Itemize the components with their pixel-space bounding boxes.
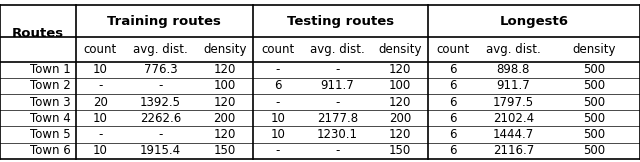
Text: 1797.5: 1797.5 (493, 96, 534, 109)
Text: 6: 6 (449, 63, 457, 76)
Text: 6: 6 (449, 112, 457, 125)
Text: 776.3: 776.3 (144, 63, 177, 76)
Text: -: - (335, 63, 339, 76)
Text: 120: 120 (389, 63, 411, 76)
Text: 6: 6 (449, 79, 457, 92)
Text: 100: 100 (214, 79, 236, 92)
Text: 1392.5: 1392.5 (140, 96, 181, 109)
Text: Routes: Routes (12, 27, 64, 40)
Text: Town 2: Town 2 (29, 79, 70, 92)
Text: 10: 10 (270, 112, 285, 125)
Text: avg. dist.: avg. dist. (310, 43, 365, 56)
Text: -: - (276, 144, 280, 157)
Text: 1915.4: 1915.4 (140, 144, 181, 157)
Text: 120: 120 (214, 128, 236, 141)
Text: 1444.7: 1444.7 (493, 128, 534, 141)
Text: density: density (573, 43, 616, 56)
Text: Town 5: Town 5 (30, 128, 70, 141)
Text: Town 4: Town 4 (29, 112, 70, 125)
Text: Testing routes: Testing routes (287, 15, 394, 28)
Text: 200: 200 (389, 112, 411, 125)
Text: -: - (335, 144, 339, 157)
Text: 500: 500 (584, 63, 605, 76)
Text: -: - (159, 128, 163, 141)
Text: 10: 10 (93, 144, 108, 157)
Text: 150: 150 (389, 144, 411, 157)
Text: 120: 120 (389, 96, 411, 109)
Text: 500: 500 (584, 79, 605, 92)
Text: 200: 200 (214, 112, 236, 125)
Text: Town 1: Town 1 (29, 63, 70, 76)
Text: -: - (335, 96, 339, 109)
Text: -: - (99, 79, 102, 92)
Text: 500: 500 (584, 144, 605, 157)
Text: 911.7: 911.7 (321, 79, 354, 92)
Text: -: - (276, 63, 280, 76)
Text: count: count (84, 43, 117, 56)
Text: Town 3: Town 3 (30, 96, 70, 109)
Text: 100: 100 (389, 79, 411, 92)
Text: 898.8: 898.8 (497, 63, 530, 76)
Text: 6: 6 (449, 96, 457, 109)
Text: -: - (99, 128, 102, 141)
Text: -: - (276, 96, 280, 109)
Text: 6: 6 (449, 128, 457, 141)
Text: 6: 6 (449, 144, 457, 157)
Text: avg. dist.: avg. dist. (133, 43, 188, 56)
Text: Training routes: Training routes (108, 15, 221, 28)
Text: 500: 500 (584, 112, 605, 125)
Text: 500: 500 (584, 96, 605, 109)
Text: -: - (159, 79, 163, 92)
Text: 2102.4: 2102.4 (493, 112, 534, 125)
Text: 120: 120 (214, 63, 236, 76)
Text: 10: 10 (93, 112, 108, 125)
Text: density: density (203, 43, 246, 56)
Text: 10: 10 (93, 63, 108, 76)
Text: 2116.7: 2116.7 (493, 144, 534, 157)
Text: 20: 20 (93, 96, 108, 109)
Text: 10: 10 (270, 128, 285, 141)
Text: 120: 120 (389, 128, 411, 141)
Text: 2262.6: 2262.6 (140, 112, 181, 125)
Text: 911.7: 911.7 (497, 79, 530, 92)
Text: count: count (261, 43, 294, 56)
Text: 1230.1: 1230.1 (317, 128, 358, 141)
Text: 500: 500 (584, 128, 605, 141)
Text: count: count (436, 43, 470, 56)
Text: Longest6: Longest6 (500, 15, 568, 28)
Text: 6: 6 (274, 79, 282, 92)
Text: Town 6: Town 6 (29, 144, 70, 157)
Text: 150: 150 (214, 144, 236, 157)
Text: 120: 120 (214, 96, 236, 109)
Text: avg. dist.: avg. dist. (486, 43, 541, 56)
Text: 2177.8: 2177.8 (317, 112, 358, 125)
Text: density: density (378, 43, 422, 56)
